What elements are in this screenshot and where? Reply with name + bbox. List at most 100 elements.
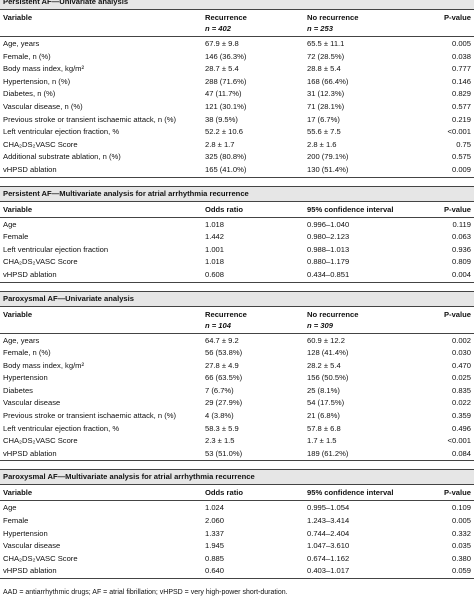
table-section: Persistent AF—Multivariate analysis for … [0,185,474,283]
header-label: Recurrence [205,13,247,22]
table-cell: Body mass index, kg/m² [3,64,85,74]
table-cell: vHPSD ablation [3,448,57,458]
table-cell: 0.575 [451,152,471,162]
header-cell: Variable [3,487,205,498]
header-cell: Variable [3,204,205,215]
table-cell: Previous stroke or transient ischaemic a… [3,411,177,421]
header-label: Variable [3,13,33,22]
table-cell: 1.001 [205,244,225,254]
table-row: Left ventricular ejection fraction, % 58.… [0,423,474,436]
table-cell: 325 (80.8%) [205,152,247,162]
table-cell: 146 (36.3%) [205,51,247,61]
table-cell: 0.470 [451,360,471,370]
table-row: Body mass index, kg/m² 27.8 ± 4.9 28.2 ± 5… [0,360,474,373]
table-row: Left ventricular ejection fraction, % 52.… [0,126,474,139]
table-cell: 0.005 [451,516,471,526]
header-n: n = 402 [205,24,231,33]
table-cell: 1.337 [205,528,225,538]
header-cell: Recurrence n = 104 [205,309,307,331]
table-cell: <0.001 [447,127,471,137]
header-cell: P-value [427,487,471,498]
table-row: vHPSD ablation 53 (51.0%) 189 (61.2%) 0.084 [0,448,474,461]
table-row: Left ventricular ejection fraction 1.001 0… [0,244,474,257]
table-cell: Left ventricular ejection fraction [3,244,109,254]
tables: Persistent AF—Univariate analysis Variabl… [0,0,474,579]
table-cell: 2.8 ± 1.6 [307,139,337,149]
table-cell: 200 (79.1%) [307,152,349,162]
table-cell: Left ventricular ejection fraction, % [3,423,120,433]
table-cell: 56 (53.8%) [205,348,243,358]
table-cell: 121 (30.1%) [205,101,247,111]
table-cell: Female [3,516,29,526]
table-cell: 165 (41.0%) [205,164,247,174]
table-row: Female 2.060 1.243–3.414 0.005 [0,515,474,528]
table-cell: 0.063 [451,232,471,242]
header-label: Recurrence [205,309,247,319]
table-row: Additional substrate ablation, n (%) 325 … [0,151,474,164]
table-body: Age 1.024 0.995–1.054 0.109 Female 2.060 1.243… [0,501,474,579]
table-cell: 189 (61.2%) [307,448,349,458]
table-row: CHA₂DS₂VASC Score 1.018 0.880–1.179 0.809 [0,256,474,269]
table-row: CHA₂DS₂VASC Score 2.8 ± 1.7 2.8 ± 1.6 0.75 [0,139,474,152]
table-cell: 0.084 [451,448,471,458]
table-cell: 288 (71.6%) [205,76,247,86]
table-row: Hypertension 1.337 0.744–2.404 0.332 [0,528,474,541]
header-label: P-value [443,309,471,319]
header-cell: No recurrence n = 309 [307,309,427,331]
table-cell: 55.6 ± 7.5 [307,127,341,137]
table-cell: CHA₂DS₂VASC Score [3,553,78,563]
table-cell: 0.434–0.851 [307,269,350,279]
table-cell: 17 (6.7%) [307,114,340,124]
header-cell: P-value [427,309,471,331]
table-cell: Left ventricular ejection fraction, % [3,127,120,137]
table-cell: 1.945 [205,541,225,551]
table-cell: 31 (12.3%) [307,89,345,99]
table-cell: CHA₂DS₂VASC Score [3,139,78,149]
table-cell: 0.005 [451,39,471,48]
table-cell: 71 (28.1%) [307,101,345,111]
table-cell: Diabetes [3,385,33,395]
table-cell: 0.403–1.017 [307,566,350,576]
table-cell: 128 (41.4%) [307,348,349,358]
table-section: Persistent AF—Univariate analysis Variabl… [0,0,474,178]
table-cell: Hypertension [3,373,48,383]
table-cell: 1.442 [205,232,225,242]
table-cell: vHPSD ablation [3,566,57,576]
table-cell: Body mass index, kg/m² [3,360,85,370]
table-cell: Hypertension [3,528,48,538]
header-label: 95% confidence interval [307,204,394,214]
header-cell: Odds ratio [205,204,307,215]
table-cell: 7 (6.7%) [205,385,234,395]
table-cell: Female [3,232,29,242]
table-row: Hypertension 66 (63.5%) 156 (50.5%) 0.025 [0,372,474,385]
header-label: P-value [443,204,471,214]
table-cell: 0.835 [451,385,471,395]
table-cell: Female, n (%) [3,51,51,61]
table-cell: 2.060 [205,516,225,526]
table-cell: Vascular disease [3,541,61,551]
header-n: n = 309 [307,320,333,330]
table-section: Paroxysmal AF—Multivariate analysis for … [0,469,474,579]
table-cell: 72 (28.5%) [307,51,345,61]
table-cell: CHA₂DS₂VASC Score [3,436,78,446]
section-title: Paroxysmal AF—Multivariate analysis for … [0,469,474,485]
table-cell: 0.332 [451,528,471,538]
table-cell: 0.059 [451,566,471,576]
table-cell: Additional substrate ablation, n (%) [3,152,121,162]
table-cell: 60.9 ± 12.2 [307,335,345,345]
header-cell: No recurrence n = 253 [307,12,427,34]
table-cell: Previous stroke or transient ischaemic a… [3,114,177,124]
table-cell: 67.9 ± 9.8 [205,39,239,48]
table-cell: 0.988–1.013 [307,244,350,254]
header-label: No recurrence [307,13,359,22]
header-n: n = 253 [307,24,333,33]
header-cell: Odds ratio [205,487,307,498]
table-cell: 1.024 [205,503,225,513]
table-cell: 0.674–1.162 [307,553,350,563]
table-row: vHPSD ablation 0.608 0.434–0.851 0.004 [0,269,474,282]
table-cell: Vascular disease, n (%) [3,101,83,111]
table-cell: 0.577 [451,101,471,111]
table-row: vHPSD ablation 165 (41.0%) 130 (51.4%) 0.00… [0,164,474,177]
table-row: Age, years 67.9 ± 9.8 65.5 ± 11.1 0.005 [0,38,474,51]
